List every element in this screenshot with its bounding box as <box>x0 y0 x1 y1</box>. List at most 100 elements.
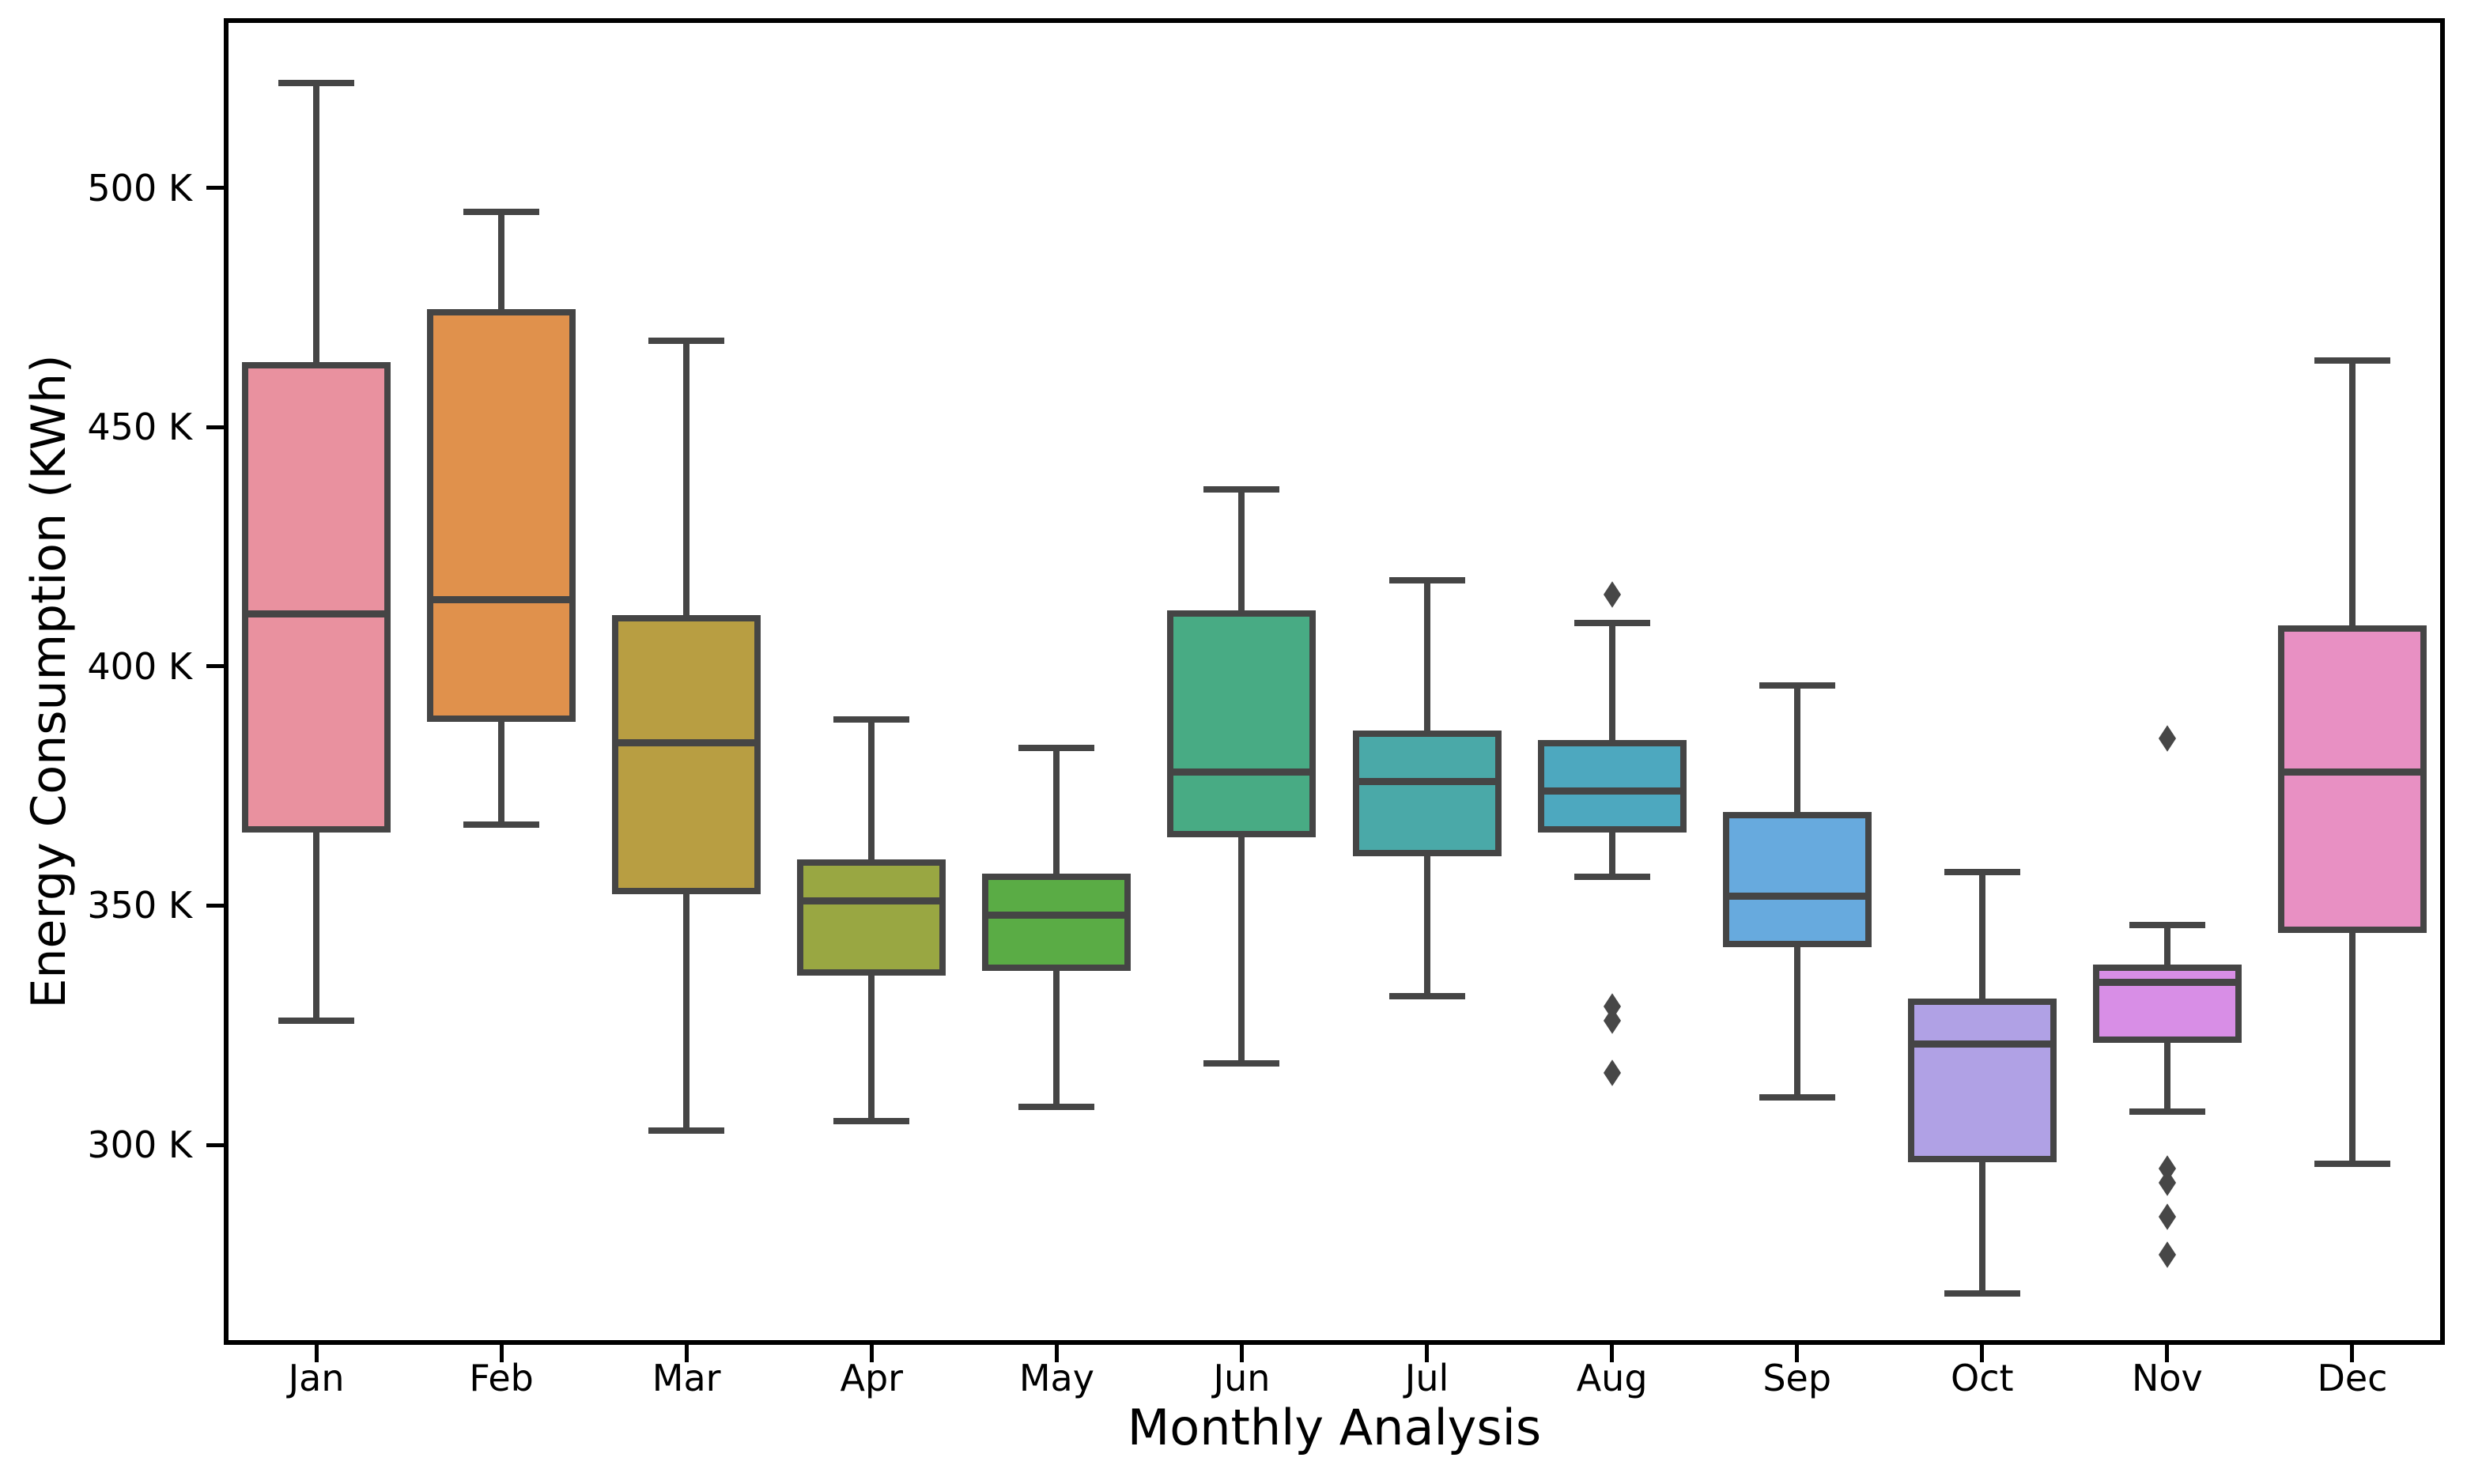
whisker-cap-top-oct <box>1944 869 2020 876</box>
box-apr <box>797 859 946 976</box>
x-tick-label: Jul <box>1404 1357 1449 1399</box>
whisker-lower-jan <box>313 829 320 1021</box>
whisker-upper-aug <box>1608 623 1615 743</box>
whisker-upper-may <box>1053 747 1060 878</box>
x-tick-mark <box>1239 1345 1244 1362</box>
outlier-nov-4 <box>2158 1241 2176 1268</box>
whisker-lower-jul <box>1423 852 1430 997</box>
whisker-lower-nov <box>2163 1039 2170 1112</box>
whisker-upper-mar <box>683 341 690 619</box>
median-mar <box>612 739 761 747</box>
x-tick-label: May <box>1018 1357 1094 1399</box>
x-tick-label: Nov <box>2131 1357 2203 1399</box>
whisker-lower-dec <box>2348 929 2356 1165</box>
x-tick-mark <box>1425 1345 1430 1362</box>
y-tick-label: 350 K <box>87 884 192 927</box>
box-jan <box>242 361 391 833</box>
whisker-cap-bottom-nov <box>2129 1108 2205 1115</box>
whisker-upper-apr <box>868 719 875 863</box>
y-tick-label: 500 K <box>87 166 192 210</box>
x-tick-mark <box>1610 1345 1615 1362</box>
outlier-nov-3 <box>2158 1203 2176 1230</box>
whisker-cap-top-jun <box>1203 486 1280 493</box>
x-tick-label: Jun <box>1213 1357 1271 1399</box>
whisker-lower-feb <box>498 719 505 825</box>
whisker-cap-bottom-jan <box>278 1017 355 1024</box>
box-feb <box>427 309 576 723</box>
whisker-upper-oct <box>1978 872 1985 1002</box>
box-sep <box>1722 811 1872 947</box>
whisker-cap-bottom-sep <box>1759 1093 1835 1101</box>
whisker-upper-jun <box>1238 489 1245 614</box>
x-tick-label: Apr <box>840 1357 904 1399</box>
median-sep <box>1722 892 1872 900</box>
whisker-cap-top-dec <box>2314 357 2390 364</box>
whisker-cap-top-nov <box>2129 921 2205 928</box>
x-tick-mark <box>869 1345 874 1362</box>
y-tick-label: 300 K <box>87 1123 192 1167</box>
x-tick-label: Jan <box>288 1357 345 1399</box>
y-tick-mark <box>206 903 224 908</box>
x-tick-label: Mar <box>652 1357 721 1399</box>
box-dec <box>2277 625 2427 933</box>
whisker-upper-nov <box>2163 924 2170 969</box>
x-tick-label: Feb <box>469 1357 534 1399</box>
whisker-cap-bottom-dec <box>2314 1161 2390 1168</box>
y-tick-mark <box>206 664 224 669</box>
x-tick-mark <box>2350 1345 2355 1362</box>
x-tick-label: Sep <box>1762 1357 1832 1399</box>
median-may <box>982 912 1131 919</box>
marks-layer <box>224 18 2445 1345</box>
y-tick-mark <box>206 186 224 191</box>
x-tick-label: Dec <box>2317 1357 2388 1399</box>
x-tick-label: Aug <box>1576 1357 1648 1399</box>
whisker-lower-oct <box>1978 1159 1985 1293</box>
median-jun <box>1167 768 1317 776</box>
x-tick-mark <box>1795 1345 1800 1362</box>
y-tick-label: 450 K <box>87 406 192 449</box>
whisker-cap-bottom-aug <box>1574 874 1650 881</box>
whisker-cap-top-jul <box>1388 577 1465 584</box>
median-aug <box>1537 787 1687 795</box>
x-tick-mark <box>1980 1345 1985 1362</box>
whisker-upper-jul <box>1423 580 1430 734</box>
outlier-nov-2 <box>2158 1169 2176 1197</box>
box-mar <box>612 615 761 895</box>
outlier-aug-0 <box>1603 581 1621 608</box>
whisker-cap-top-feb <box>463 209 540 216</box>
median-jul <box>1352 777 1502 785</box>
whisker-lower-aug <box>1608 829 1615 878</box>
box-jun <box>1167 610 1317 837</box>
whisker-cap-top-jan <box>278 79 355 86</box>
x-tick-mark <box>499 1345 504 1362</box>
whisker-upper-feb <box>498 212 505 313</box>
whisker-cap-bottom-jul <box>1388 993 1465 1000</box>
whisker-lower-jun <box>1238 833 1245 1064</box>
plot-area <box>224 18 2445 1345</box>
box-nov <box>2092 965 2242 1043</box>
outlier-nov-0 <box>2158 725 2176 752</box>
whisker-cap-top-aug <box>1574 620 1650 627</box>
whisker-lower-sep <box>1793 943 1800 1097</box>
whisker-cap-bottom-feb <box>463 821 540 828</box>
median-jan <box>242 610 391 617</box>
outlier-aug-2 <box>1603 1007 1621 1034</box>
whisker-cap-top-apr <box>833 716 910 723</box>
whisker-cap-bottom-may <box>1018 1103 1095 1110</box>
whisker-cap-bottom-apr <box>833 1117 910 1124</box>
median-nov <box>2092 978 2242 986</box>
y-tick-mark <box>206 1142 224 1147</box>
x-tick-mark <box>684 1345 689 1362</box>
whisker-cap-bottom-mar <box>648 1127 725 1134</box>
whisker-lower-mar <box>683 891 690 1131</box>
box-aug <box>1537 739 1687 833</box>
box-may <box>982 874 1131 972</box>
whisker-upper-jan <box>313 82 320 365</box>
whisker-cap-top-sep <box>1759 682 1835 689</box>
median-oct <box>1907 1040 2057 1048</box>
box-oct <box>1907 998 2057 1163</box>
whisker-upper-dec <box>2348 360 2356 629</box>
whisker-upper-sep <box>1793 685 1800 815</box>
x-tick-mark <box>314 1345 319 1362</box>
